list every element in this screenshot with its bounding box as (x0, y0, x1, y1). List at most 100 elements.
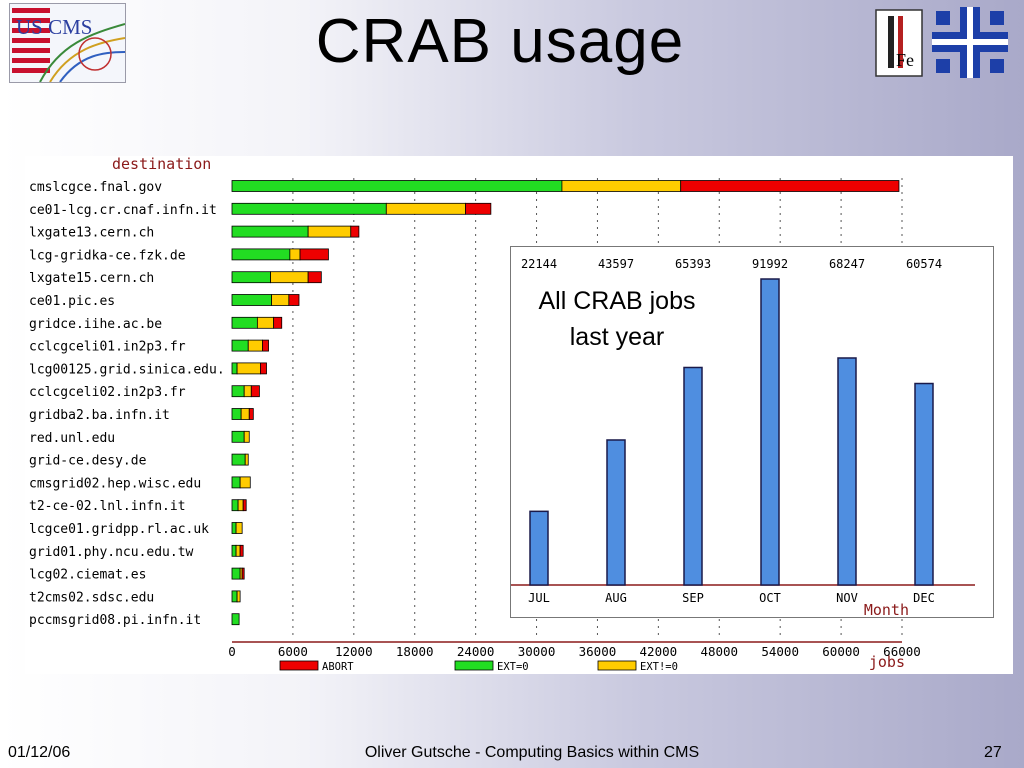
uscms-logo: US CMS (9, 3, 126, 83)
x-tick-label: 48000 (700, 644, 738, 659)
legend-label: EXT!=0 (640, 661, 678, 673)
destination-jobs-svg: destination cmslcgce.fnal.gov ce01-lcg.cr.… (29, 155, 921, 673)
bar-segment (271, 294, 290, 306)
bar-segment (289, 248, 301, 261)
bar-segment (350, 225, 360, 238)
bar-segment (240, 408, 250, 420)
slide-title: CRAB usage (315, 7, 685, 76)
bar-segment (231, 271, 271, 284)
logo-text: US CMS (16, 15, 92, 39)
month-value-label: 22144 (521, 257, 557, 271)
flag-stripes (12, 8, 50, 73)
y-axis-label: destination (112, 156, 211, 173)
month-bar (837, 357, 857, 586)
category-label: lxgate15.cern.ch (29, 271, 154, 286)
month-tick-label: AUG (605, 591, 627, 605)
bar-segment (231, 385, 245, 398)
bar-segment (262, 339, 269, 352)
month-tick-label: NOV (836, 591, 858, 605)
month-bar (606, 439, 626, 586)
bar-segment (243, 430, 250, 443)
bar-segment (680, 180, 900, 192)
bar-segment (231, 202, 387, 215)
bar-segment (241, 567, 245, 580)
bar-segment (231, 225, 309, 238)
category-label: lcg00125.grid.sinica.edu. (29, 362, 225, 377)
x-tick-label: 30000 (518, 644, 556, 659)
fermilab-logo (930, 5, 1010, 80)
legend-swatch (279, 660, 319, 671)
bar-segment (231, 590, 238, 603)
category-label: cclcgceli01.in2p3.fr (29, 340, 186, 355)
bar-segment (288, 294, 300, 306)
x-tick-label: 0 (228, 644, 236, 659)
bar-segment (231, 362, 238, 375)
bar-segment (235, 544, 241, 557)
bar-segment (307, 225, 352, 238)
footer-page-number: 27 (984, 744, 1002, 761)
bar-segment (231, 339, 249, 352)
x-axis-label: jobs (869, 653, 905, 671)
bar-segment (248, 408, 254, 420)
bar-segment (260, 362, 267, 375)
month-value-label: 65393 (675, 257, 711, 271)
category-label: gridce.iihe.ac.be (29, 317, 162, 332)
x-tick-label: 60000 (822, 644, 860, 659)
bar-segment (231, 248, 291, 261)
x-tick-label: 54000 (761, 644, 799, 659)
bar-segment (385, 202, 466, 215)
bar-segment (231, 522, 237, 534)
category-label: gridba2.ba.infn.it (29, 408, 170, 423)
footer-date: 01/12/06 (8, 744, 71, 761)
x-tick-label: 42000 (640, 644, 678, 659)
bar-segment (239, 476, 251, 489)
category-label: ce01.pic.es (29, 294, 115, 309)
category-label: lcgce01.gridpp.rl.ac.uk (29, 522, 209, 537)
x-tick-label: 18000 (396, 644, 434, 659)
month-bar (683, 366, 703, 586)
category-label: lxgate13.cern.ch (29, 226, 154, 241)
x-tick-label: 12000 (335, 644, 373, 659)
bar-segment (561, 180, 682, 192)
monthly-jobs-svg: 22144 JUL 43597 AUG 65393 SEP 91992 OCT 68247 NOV… (511, 257, 975, 619)
legend-swatch (597, 660, 637, 671)
bar-segment (307, 271, 322, 284)
bar-segment (270, 271, 309, 284)
x-tick-label: 66000 (883, 644, 921, 659)
footer-author: Oliver Gutsche - Computing Basics within… (364, 744, 700, 761)
bar-segment (231, 476, 241, 489)
category-label: pccmsgrid08.pi.infn.it (29, 613, 201, 628)
category-label: lcg02.ciemat.es (29, 568, 146, 583)
bar-segment (231, 453, 246, 466)
x-tick-label: 24000 (457, 644, 495, 659)
category-label: cmslcgce.fnal.gov (29, 180, 162, 195)
month-bar (529, 510, 549, 586)
bar-segment (231, 430, 245, 443)
bar-segment (250, 385, 260, 398)
bar-segment (236, 590, 241, 603)
bar-segment (231, 180, 563, 192)
bar-segment (237, 499, 244, 512)
inset-title-line1: All CRAB jobs (539, 287, 696, 315)
inset-x-axis-label: Month (864, 601, 909, 617)
month-bar (760, 278, 780, 586)
bar-segment (244, 453, 249, 466)
month-value-label: 43597 (598, 257, 634, 271)
bar-segment (236, 362, 261, 375)
lpc-logo-text: Fe (896, 50, 914, 70)
category-label: lcg-gridka-ce.fzk.de (29, 248, 186, 263)
monthly-jobs-chart: 22144 JUL 43597 AUG 65393 SEP 91992 OCT 68247 NOV… (510, 246, 994, 619)
month-value-label: 91992 (752, 257, 788, 271)
category-label: cclcgceli02.in2p3.fr (29, 385, 186, 400)
bar-segment (231, 316, 258, 329)
month-bar (914, 382, 934, 586)
bar-segment (247, 339, 263, 352)
bar-segment (231, 567, 241, 580)
legend-swatch (454, 660, 494, 671)
category-label: t2-ce-02.lnl.infn.it (29, 499, 186, 514)
bar-segment (299, 248, 329, 261)
month-tick-label: JUL (528, 591, 550, 605)
lpc-logo: Fe (874, 8, 924, 78)
bar-segment (231, 544, 237, 557)
month-tick-label: OCT (759, 591, 781, 605)
